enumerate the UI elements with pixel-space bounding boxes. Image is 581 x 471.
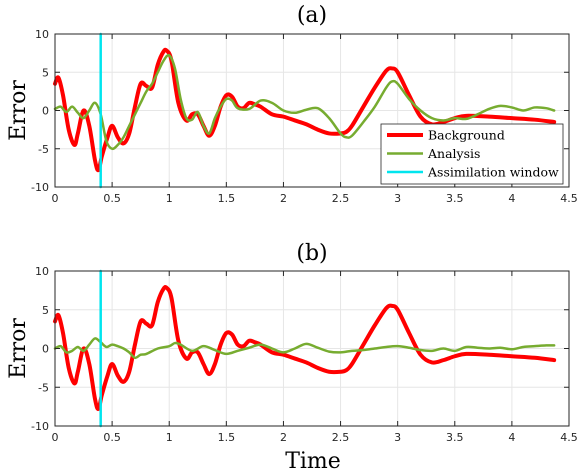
legend-label-background: Background	[428, 128, 505, 143]
x-tick-label: 0	[52, 431, 59, 444]
series-analysis-line	[53, 53, 556, 151]
x-tick-label: 4.5	[560, 192, 578, 205]
legend-label-analysis: Analysis	[427, 146, 480, 161]
y-tick-label: 5	[42, 304, 49, 317]
x-tick-label: 2.5	[332, 431, 350, 444]
y-tick-label: 0	[42, 343, 49, 356]
y-axis-title: Error	[6, 80, 31, 141]
x-tick-label: 3	[394, 192, 401, 205]
y-axis-title: Error	[6, 318, 31, 379]
series-analysis-line	[53, 337, 556, 360]
x-tick-label: 1	[166, 431, 173, 444]
x-tick-label: 4	[508, 431, 515, 444]
x-tick-label: 4.5	[560, 431, 578, 444]
panel-a: 0 0.5 1 1.5 2 2.5 3 3.5 4 4.5 -10 -5 0 5 10 (a) Error Bac…	[6, 3, 578, 205]
x-axis-title: Time	[285, 449, 341, 471]
x-tick-label: 2.5	[332, 192, 350, 205]
x-tick-label: 1.5	[218, 431, 236, 444]
y-tick-label: 10	[35, 28, 49, 41]
y-tick-label: -10	[31, 181, 49, 194]
y-tick-label: 10	[35, 265, 49, 278]
x-tick-label: 0.5	[103, 431, 121, 444]
x-tick-label: 3.5	[446, 192, 464, 205]
x-tick-label: 3	[394, 431, 401, 444]
panel-title: (b)	[296, 241, 327, 266]
y-tick-label: 5	[42, 66, 49, 79]
x-tick-label: 4	[508, 192, 515, 205]
y-tick-label: -5	[38, 143, 49, 156]
x-tick-label: 0.5	[103, 192, 121, 205]
x-tick-label: 2	[280, 192, 287, 205]
y-tick-label: -10	[31, 420, 49, 433]
x-tick-label: 0	[52, 192, 59, 205]
x-tick-label: 1	[166, 192, 173, 205]
legend: Background Analysis Assimilation window	[380, 123, 564, 185]
y-tick-label: 0	[42, 105, 49, 118]
legend-label-assimilation-window: Assimilation window	[427, 165, 559, 180]
x-tick-label: 2	[280, 431, 287, 444]
y-tick-label: -5	[38, 381, 49, 394]
x-tick-label: 1.5	[218, 192, 236, 205]
panel-b: 0 0.5 1 1.5 2 2.5 3 3.5 4 4.5 -10 -5 0 5 10 (b) Error	[6, 241, 578, 444]
x-tick-label: 3.5	[446, 431, 464, 444]
series-background-line	[53, 284, 557, 412]
panel-title: (a)	[297, 3, 327, 28]
